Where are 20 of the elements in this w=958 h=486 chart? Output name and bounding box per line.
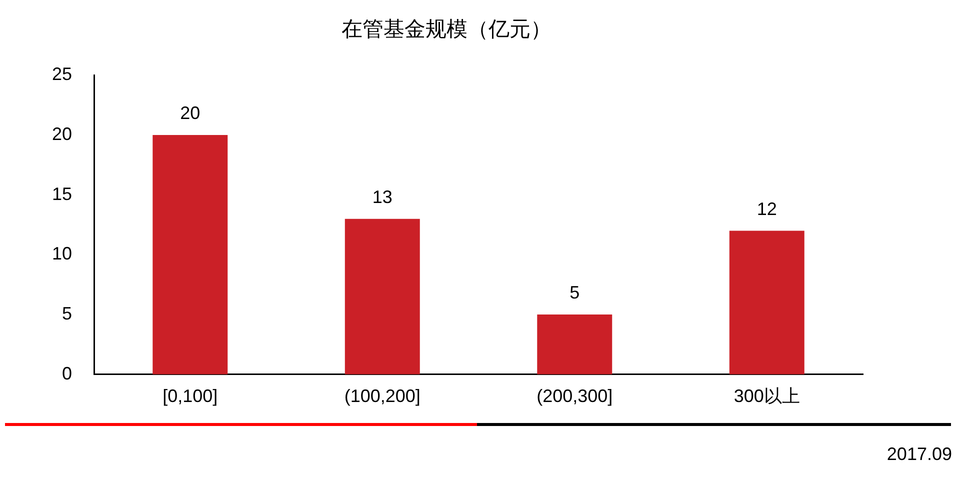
text: 2017.09	[886, 444, 952, 465]
y-tick-label: 10	[52, 244, 72, 264]
data-label: 13	[372, 186, 392, 207]
x-tick-label: (200,300]	[536, 386, 613, 406]
data-label: 5	[570, 282, 580, 303]
bar	[152, 135, 228, 374]
bar	[344, 218, 420, 374]
data-label: 12	[756, 198, 777, 219]
y-tick-label: 5	[62, 304, 72, 324]
data-label: 20	[180, 103, 200, 124]
y-tick-label: 0	[62, 363, 72, 384]
x-tick-label: 300以上	[734, 386, 800, 406]
y-tick-label: 20	[52, 124, 72, 144]
bar	[537, 314, 612, 374]
y-tick-label: 25	[52, 64, 72, 84]
x-tick-label: [0,100]	[162, 386, 218, 406]
bar	[729, 230, 804, 374]
y-tick-label: 15	[52, 184, 72, 204]
chart-title: 在管基金规模（亿元）	[342, 17, 552, 42]
x-tick-label: (100,200]	[344, 386, 420, 406]
